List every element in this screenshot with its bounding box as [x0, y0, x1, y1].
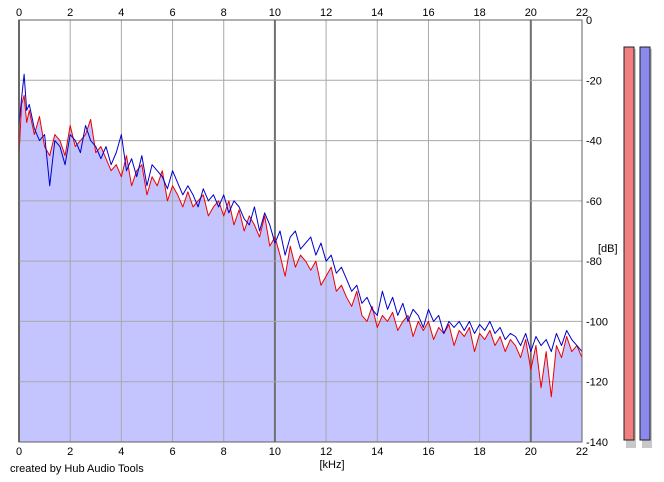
x-tick-label-bottom: 18 [474, 446, 486, 458]
y-axis: 0 -20 -40 -60 -80 -100 -120 -140 [586, 15, 608, 449]
x-tick-label-bottom: 16 [422, 446, 434, 458]
y-tick-label: -60 [586, 196, 602, 208]
series-line-1 [18, 94, 583, 398]
meter-bar-1 [623, 46, 635, 441]
plot-border [18, 19, 583, 443]
x-tick-label-top: 22 [576, 7, 588, 19]
x-tick-label-bottom: 0 [16, 446, 22, 458]
x-tick-label-top: 10 [269, 7, 281, 19]
x-tick-label-bottom: 4 [118, 446, 124, 458]
y-tick-label: -100 [586, 316, 608, 328]
x-tick-label-bottom: 6 [169, 446, 175, 458]
x-tick-label-top: 8 [221, 7, 227, 19]
y-tick-label: -20 [586, 75, 602, 87]
x-tick-label-bottom: 20 [525, 446, 537, 458]
x-tick-label-bottom: 8 [221, 446, 227, 458]
plot-area [18, 19, 583, 443]
x-tick-label-top: 0 [16, 7, 22, 19]
x-tick-label-bottom: 22 [576, 446, 588, 458]
level-meters [623, 46, 652, 448]
y-tick-label: -80 [586, 256, 602, 268]
y-tick-label: -40 [586, 136, 602, 148]
x-tick-label-top: 4 [118, 7, 124, 19]
x-tick-label-bottom: 10 [269, 446, 281, 458]
x-tick-label-top: 6 [169, 7, 175, 19]
x-tick-label-top: 18 [474, 7, 486, 19]
meter-bar-2 [639, 46, 651, 441]
spectrum-fill-area [19, 95, 582, 442]
x-axis-bottom: 0 2 4 6 8 10 12 14 16 18 20 22 [16, 446, 588, 458]
y-tick-label: -120 [586, 377, 608, 389]
x-tick-label-bottom: 12 [320, 446, 332, 458]
x-tick-label-top: 20 [525, 7, 537, 19]
x-tick-label-top: 12 [320, 7, 332, 19]
y-tick-label: 0 [586, 15, 592, 27]
x-tick-label-bottom: 14 [371, 446, 383, 458]
credit-text: created by Hub Audio Tools [10, 463, 144, 475]
x-axis-top: 0 2 4 6 8 10 12 14 16 18 20 22 [16, 7, 588, 19]
x-axis-label: [kHz] [319, 459, 344, 471]
x-tick-label-top: 14 [371, 7, 383, 19]
x-tick-label-top: 2 [67, 7, 73, 19]
x-tick-label-top: 16 [422, 7, 434, 19]
y-tick-label: -140 [586, 437, 608, 449]
series-line-2 [18, 73, 583, 353]
x-tick-label-bottom: 2 [67, 446, 73, 458]
y-axis-label: [dB] [598, 243, 618, 255]
